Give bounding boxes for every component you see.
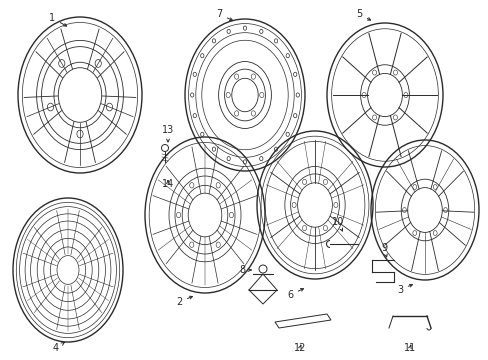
Text: 8: 8 (239, 265, 250, 275)
Text: 13: 13 (162, 125, 174, 142)
Text: 9: 9 (380, 243, 386, 257)
Text: 14: 14 (162, 179, 174, 189)
Text: 1: 1 (49, 13, 66, 26)
Text: 10: 10 (331, 217, 344, 231)
Text: 2: 2 (176, 296, 192, 307)
Text: 4: 4 (53, 342, 64, 353)
Text: 7: 7 (215, 9, 232, 21)
Text: 3: 3 (396, 284, 411, 295)
Text: 12: 12 (293, 343, 305, 353)
Text: 6: 6 (286, 289, 303, 300)
Text: 11: 11 (403, 343, 415, 353)
Text: 5: 5 (355, 9, 370, 20)
